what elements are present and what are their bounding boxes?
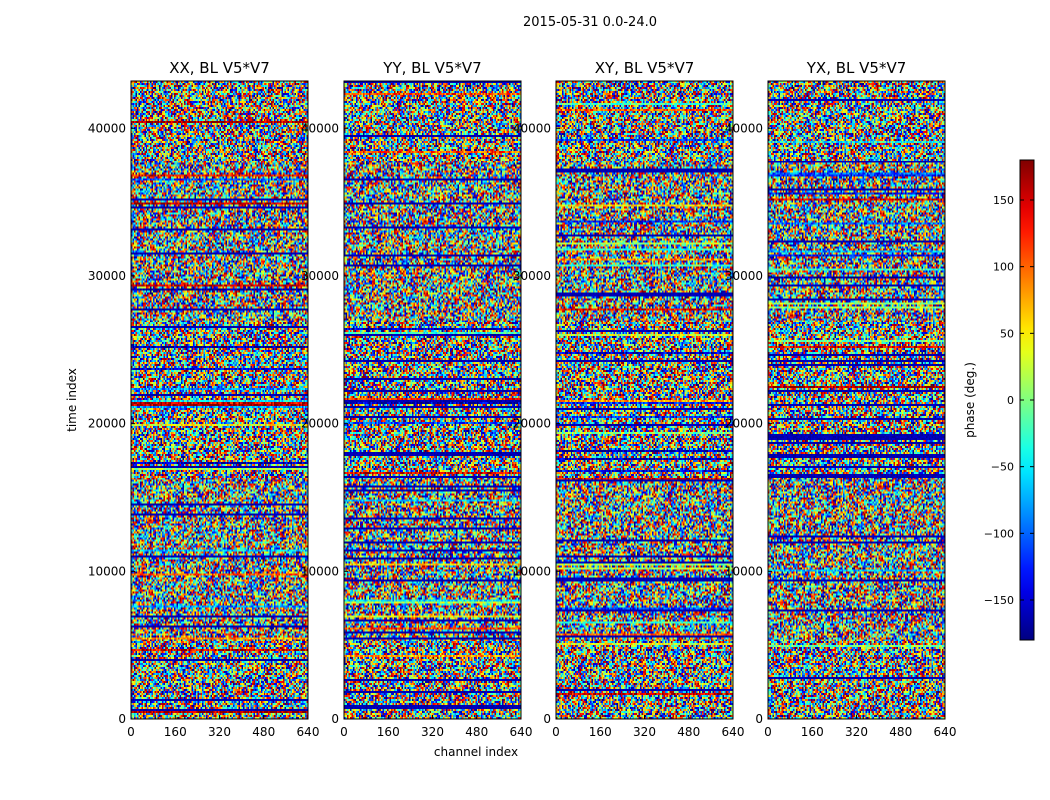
y-tick-label: 30000 <box>513 269 551 283</box>
panel-4: YX, BL V5*V7 0 160 320 480 640 0 10000 20000 3000… <box>725 59 957 739</box>
colorbar-tick-label: −150 <box>984 594 1014 607</box>
y-tick-label: 40000 <box>301 121 339 135</box>
x-tick-label: 320 <box>845 725 868 739</box>
x-tick-label: 640 <box>510 725 533 739</box>
x-tick-label: 480 <box>889 725 912 739</box>
x-tick-label: 160 <box>377 725 400 739</box>
x-tick-label: 480 <box>465 725 488 739</box>
colorbar-tick-label: 0 <box>1007 394 1014 407</box>
y-tick-label: 10000 <box>301 564 339 578</box>
y-tick-label: 30000 <box>725 269 763 283</box>
x-tick-label: 320 <box>421 725 444 739</box>
y-tick-label: 30000 <box>88 269 126 283</box>
panel-3-title: XY, BL V5*V7 <box>595 59 695 77</box>
panel-1: XX, BL V5*V7 0 160 320 480 640 0 10000 20000 3000… <box>88 59 320 739</box>
x-axis-label: channel index <box>434 745 518 759</box>
panels: XX, BL V5*V7 0 160 320 480 640 0 10000 20000 3000… <box>88 59 957 739</box>
x-tick-label: 160 <box>801 725 824 739</box>
x-tick-label: 480 <box>677 725 700 739</box>
y-tick-label: 40000 <box>725 121 763 135</box>
panel-1-heatmap <box>131 81 308 719</box>
panel-4-title: YX, BL V5*V7 <box>806 59 907 77</box>
y-tick-label: 20000 <box>513 417 551 431</box>
x-tick-label: 160 <box>589 725 612 739</box>
y-tick-label: 0 <box>755 712 763 726</box>
x-tick-label: 160 <box>164 725 187 739</box>
y-tick-label: 20000 <box>301 417 339 431</box>
y-tick-label: 40000 <box>513 121 551 135</box>
x-tick-label: 480 <box>252 725 275 739</box>
figure-suptitle: 2015-05-31 0.0-24.0 <box>523 15 657 30</box>
x-tick-label: 640 <box>297 725 320 739</box>
y-axis-label: time index <box>65 368 79 432</box>
x-tick-label: 320 <box>208 725 231 739</box>
x-tick-label: 0 <box>340 725 348 739</box>
colorbar-tick-label: −100 <box>984 527 1014 540</box>
panel-3: XY, BL V5*V7 0 160 320 480 640 0 10000 20000 3000… <box>513 59 745 739</box>
y-tick-label: 0 <box>543 712 551 726</box>
x-tick-label: 0 <box>127 725 135 739</box>
colorbar-tick-label: 150 <box>993 194 1014 207</box>
panel-3-heatmap <box>556 81 733 719</box>
colorbar-label: phase (deg.) <box>963 362 977 438</box>
y-tick-label: 30000 <box>301 269 339 283</box>
x-tick-label: 0 <box>764 725 772 739</box>
x-tick-label: 640 <box>722 725 745 739</box>
y-tick-label: 40000 <box>88 121 126 135</box>
colorbar-tick-label: −50 <box>991 461 1014 474</box>
x-tick-label: 320 <box>633 725 656 739</box>
y-tick-label: 0 <box>118 712 126 726</box>
panel-2-title: YY, BL V5*V7 <box>382 59 481 77</box>
colorbar-tick-label: 50 <box>1000 327 1014 340</box>
panel-1-title: XX, BL V5*V7 <box>169 59 270 77</box>
panel-2-heatmap <box>344 81 521 719</box>
x-tick-label: 640 <box>934 725 957 739</box>
y-tick-label: 10000 <box>88 564 126 578</box>
x-tick-label: 0 <box>552 725 560 739</box>
y-tick-label: 10000 <box>513 564 551 578</box>
y-tick-label: 20000 <box>725 417 763 431</box>
panel-4-heatmap <box>768 81 945 719</box>
colorbar: 150 100 50 0 −50 −100 −150 <box>984 159 1035 641</box>
y-tick-label: 0 <box>331 712 339 726</box>
y-tick-label: 20000 <box>88 417 126 431</box>
colorbar-tick-label: 100 <box>993 261 1014 274</box>
panel-2: YY, BL V5*V7 0 160 320 480 640 0 10000 20000 3000… <box>301 59 533 739</box>
y-tick-label: 10000 <box>725 564 763 578</box>
